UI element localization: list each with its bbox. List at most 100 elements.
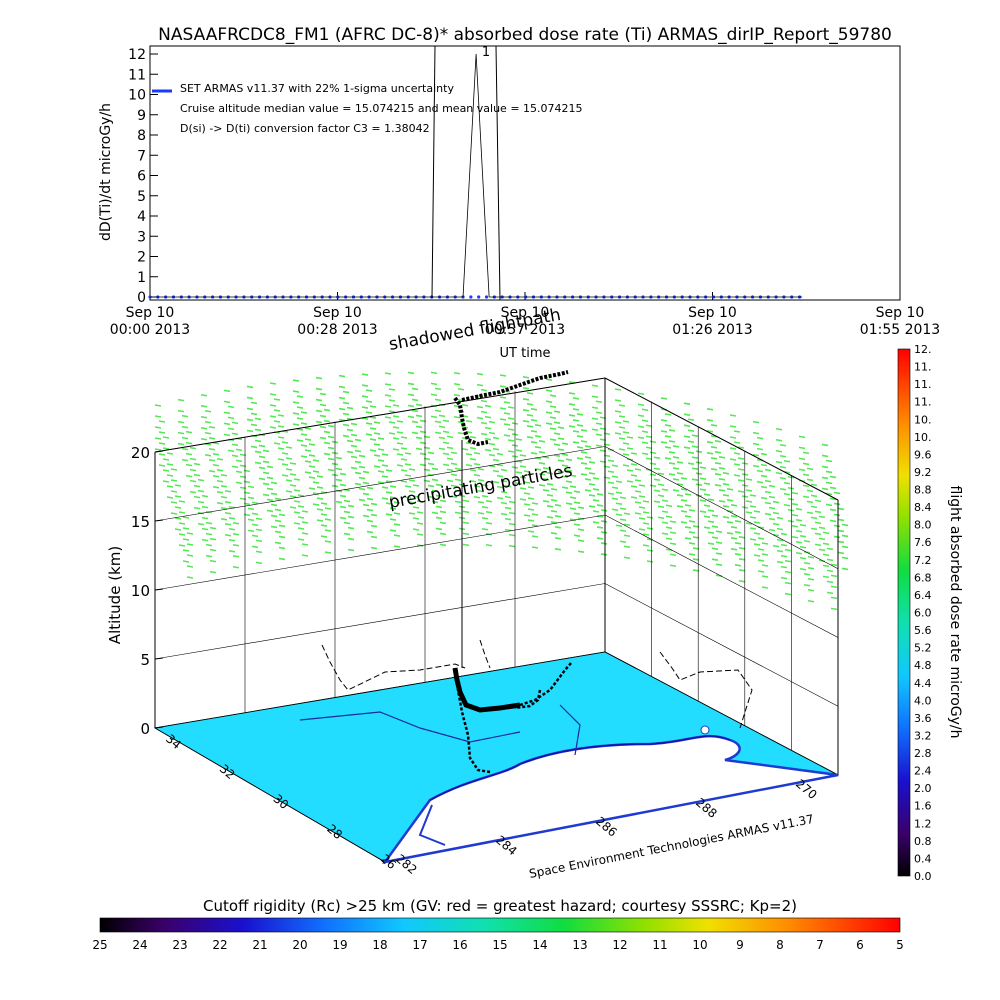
particle-arrow	[523, 492, 531, 495]
particle-arrow	[776, 560, 784, 564]
particle-arrow	[577, 539, 585, 542]
particle-arrow	[232, 521, 240, 525]
particle-arrow	[757, 570, 765, 573]
particle-arrow	[370, 502, 378, 506]
particle-arrow	[561, 486, 569, 489]
particle-arrow	[753, 510, 761, 513]
particle-arrow	[573, 523, 581, 526]
particle-arrow	[775, 471, 783, 475]
particle-arrow	[791, 535, 799, 539]
right-colorbar-tick: 4.8	[914, 659, 932, 672]
particle-arrow	[550, 521, 558, 524]
particle-arrow	[499, 407, 507, 410]
particle-arrow	[480, 388, 488, 392]
particle-arrow	[699, 510, 707, 513]
particle-arrow	[553, 421, 561, 424]
particle-arrow	[227, 416, 235, 420]
particle-arrow	[296, 395, 304, 398]
dose-series-line	[150, 53, 803, 298]
particle-arrow	[281, 452, 289, 455]
particle-arrow	[496, 485, 504, 489]
particle-arrow	[530, 419, 538, 422]
bottom-colorbar-tick: 17	[412, 938, 427, 952]
right-colorbar-tick: 8.8	[914, 484, 932, 497]
particle-arrow	[304, 460, 312, 463]
particle-arrow	[772, 522, 780, 526]
spike-line-b	[495, 45, 501, 301]
particle-arrow	[615, 502, 623, 506]
particle-arrow	[714, 484, 722, 487]
particle-arrow	[369, 416, 377, 419]
particle-arrow	[630, 452, 638, 455]
particle-arrow	[519, 498, 527, 501]
particle-arrow	[591, 428, 599, 432]
particle-arrow	[197, 489, 205, 493]
particle-arrow	[806, 467, 814, 471]
particle-arrow	[393, 534, 401, 537]
particle-arrow	[231, 443, 239, 447]
particle-arrow	[255, 550, 263, 554]
z-tick-label: 5	[140, 651, 150, 669]
particle-arrow	[615, 524, 623, 528]
particle-arrow	[515, 471, 523, 474]
particle-arrow	[568, 425, 576, 428]
particle-arrow	[653, 489, 661, 493]
particle-arrow	[209, 559, 217, 563]
particle-arrow	[561, 442, 569, 445]
particle-arrow	[799, 523, 807, 527]
particle-arrow	[347, 504, 355, 508]
particle-arrow	[699, 466, 707, 469]
particle-arrow	[591, 417, 599, 421]
particle-arrow	[186, 532, 194, 535]
particle-arrow	[204, 453, 212, 457]
particle-arrow	[637, 403, 645, 407]
particle-arrow	[515, 438, 523, 441]
particle-arrow	[569, 496, 577, 499]
particle-arrow	[485, 499, 493, 503]
particle-arrow	[730, 504, 738, 507]
top-x-tick-label-date: Sep 10	[501, 305, 550, 321]
particle-arrow	[833, 502, 841, 506]
particle-arrow	[833, 524, 841, 528]
particle-arrow	[227, 427, 235, 431]
particle-arrow	[761, 575, 769, 578]
particle-arrow	[277, 414, 285, 417]
particle-arrow	[439, 499, 447, 503]
particle-arrow	[641, 452, 649, 456]
particle-arrow	[293, 511, 301, 514]
particle-arrow	[829, 486, 837, 490]
particle-arrow	[404, 474, 412, 477]
particle-arrow	[707, 531, 715, 534]
particle-arrow	[687, 440, 695, 443]
particle-arrow	[729, 458, 737, 461]
particle-arrow	[638, 484, 646, 487]
particle-arrow	[412, 506, 420, 509]
particle-arrow	[508, 533, 516, 537]
particle-arrow	[185, 463, 193, 467]
particle-arrow	[546, 494, 554, 497]
particle-arrow	[519, 476, 527, 479]
particle-arrow	[492, 480, 500, 484]
particle-arrow	[665, 526, 673, 530]
particle-arrow	[246, 385, 254, 389]
particle-arrow	[404, 485, 412, 488]
particle-arrow	[315, 387, 323, 391]
particle-arrow	[408, 501, 416, 504]
particle-arrow	[442, 430, 450, 434]
particle-arrow	[324, 518, 332, 521]
particle-arrow	[415, 414, 423, 418]
particle-arrow	[416, 544, 424, 547]
particle-arrow	[193, 462, 201, 466]
particle-arrow	[530, 408, 538, 411]
particle-arrow	[507, 450, 515, 453]
particle-arrow	[377, 481, 385, 484]
particle-arrow	[365, 400, 373, 403]
bottom-colorbar-tick: 9	[736, 938, 744, 952]
bottom-colorbar-tick: 15	[492, 938, 507, 952]
particle-arrow	[480, 421, 488, 425]
particle-arrow	[476, 416, 484, 420]
particle-arrow	[201, 494, 209, 498]
particle-arrow	[266, 498, 274, 502]
particle-arrow	[756, 447, 764, 451]
particle-arrow	[664, 457, 672, 460]
